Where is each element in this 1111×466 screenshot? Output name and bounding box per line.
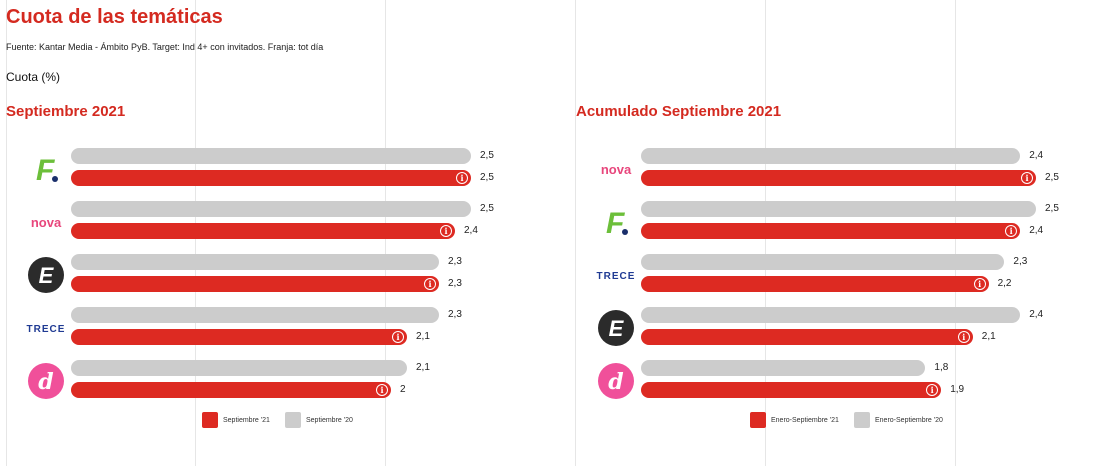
panel-title: Acumulado Septiembre 2021 [576, 103, 782, 120]
value-label: 2,4 [464, 225, 478, 236]
legend-label: Enero-Septiembre '21 [771, 416, 839, 424]
bar-current[interactable]: i [641, 329, 973, 345]
nova-logo-icon: nova [596, 149, 636, 189]
bar-previous[interactable] [641, 254, 1005, 270]
bar-previous[interactable] [641, 307, 1021, 323]
bar-current[interactable]: i [71, 223, 455, 239]
bar-previous[interactable] [71, 254, 439, 270]
gridline [6, 0, 7, 466]
svg-text:F: F [606, 207, 625, 240]
bar-previous[interactable] [71, 148, 471, 164]
value-label: 1,9 [950, 384, 965, 395]
legend-item[interactable]: Septiembre '20 [285, 412, 353, 428]
value-label: 2,3 [1013, 256, 1028, 267]
info-icon[interactable]: i [440, 225, 452, 237]
info-icon[interactable]: i [376, 384, 388, 396]
info-icon[interactable]: i [1005, 225, 1018, 237]
svg-text:E: E [39, 263, 55, 288]
svg-text:F: F [36, 154, 55, 187]
info-icon[interactable]: i [957, 331, 970, 343]
value-label: 2 [400, 384, 406, 395]
legend-swatch [285, 412, 301, 428]
svg-text:d: d [608, 369, 623, 395]
legend-label: Septiembre '21 [223, 416, 270, 424]
info-icon[interactable]: i [456, 172, 468, 184]
divinity-logo-icon: d [596, 361, 636, 401]
fdf-logo-icon: F [26, 149, 66, 189]
nova-logo-icon: nova [26, 202, 66, 242]
bar-current[interactable]: i [641, 382, 942, 398]
bar-current[interactable]: i [71, 276, 439, 292]
value-label: 2,5 [480, 150, 494, 161]
gridline [575, 0, 576, 466]
svg-text:TRECE: TRECE [27, 324, 66, 335]
source-note: Fuente: Kantar Media - Ámbito PyB. Targe… [6, 42, 324, 52]
value-label: 2,2 [997, 278, 1012, 289]
unit-label: Cuota (%) [6, 70, 61, 84]
fdf-logo-icon: F [596, 202, 636, 242]
info-icon[interactable]: i [926, 384, 939, 396]
bar-current[interactable]: i [71, 382, 391, 398]
value-label: 2,3 [448, 309, 462, 320]
value-label: 2,5 [1045, 172, 1059, 183]
legend-label: Enero-Septiembre '20 [875, 416, 943, 424]
value-label: 2,1 [981, 331, 996, 342]
svg-text:nova: nova [31, 215, 62, 230]
value-label: 2,4 [1029, 150, 1044, 161]
svg-text:nova: nova [601, 162, 632, 177]
trece-logo-icon: TRECE [26, 308, 66, 348]
bar-previous[interactable] [641, 201, 1036, 217]
legend-swatch [750, 412, 766, 428]
bar-current[interactable]: i [71, 329, 407, 345]
bar-previous[interactable] [641, 148, 1021, 164]
trece-logo-icon: TRECE [596, 255, 636, 295]
info-icon[interactable]: i [424, 278, 436, 290]
chart-panel-monthly: Septiembre 2021 F 2,5 i 2,5 nova 2,5 i 2,4 E 2,3 i… [6, 103, 494, 428]
value-label: 2,4 [1029, 225, 1044, 236]
chart-panel-cumulative: Acumulado Septiembre 2021 nova 2,4 i 2,5 F 2,… [570, 0, 1110, 466]
bar-current[interactable]: i [641, 276, 989, 292]
value-label: 1,8 [934, 362, 949, 373]
value-label: 2,3 [448, 278, 462, 289]
bar-previous[interactable] [641, 360, 926, 376]
divinity-logo-icon: d [26, 361, 66, 401]
legend-swatch [854, 412, 870, 428]
value-label: 2,1 [416, 362, 430, 373]
value-label: 2,5 [480, 203, 494, 214]
page-title: Cuota de las temáticas [6, 6, 223, 28]
bar-current[interactable]: i [71, 170, 471, 186]
value-label: 2,4 [1029, 309, 1044, 320]
legend-label: Septiembre '20 [306, 416, 353, 424]
svg-text:d: d [38, 369, 53, 395]
bar-previous[interactable] [71, 360, 407, 376]
info-icon[interactable]: i [392, 331, 404, 343]
legend-item[interactable]: Septiembre '21 [202, 412, 270, 428]
energy-logo-icon: E [596, 308, 636, 348]
bar-current[interactable]: i [641, 223, 1021, 239]
bar-previous[interactable] [71, 307, 439, 323]
energy-logo-icon: E [26, 255, 66, 295]
svg-text:E: E [609, 316, 625, 341]
bar-current[interactable]: i [641, 170, 1036, 186]
value-label: 2,5 [1045, 203, 1059, 214]
value-label: 2,5 [480, 172, 494, 183]
bar-previous[interactable] [71, 201, 471, 217]
info-icon[interactable]: i [973, 278, 986, 290]
info-icon[interactable]: i [1021, 172, 1033, 184]
value-label: 2,1 [416, 331, 430, 342]
legend-item[interactable]: Enero-Septiembre '21 [750, 412, 839, 428]
svg-text:TRECE: TRECE [597, 271, 636, 282]
legend-item[interactable]: Enero-Septiembre '20 [854, 412, 943, 428]
panel-title: Septiembre 2021 [6, 103, 126, 120]
legend-swatch [202, 412, 218, 428]
value-label: 2,3 [448, 256, 462, 267]
